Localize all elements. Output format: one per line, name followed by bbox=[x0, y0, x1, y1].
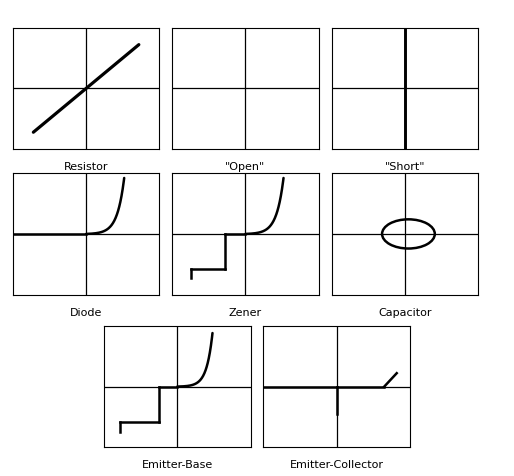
Text: Emitter-Collector: Emitter-Collector bbox=[290, 459, 383, 469]
Text: Zener: Zener bbox=[229, 307, 262, 317]
Text: Diode: Diode bbox=[70, 307, 102, 317]
Text: "Short": "Short" bbox=[384, 162, 425, 172]
Text: Emitter-Base: Emitter-Base bbox=[142, 459, 213, 469]
Text: Resistor: Resistor bbox=[64, 162, 108, 172]
Text: "Open": "Open" bbox=[225, 162, 266, 172]
Text: Capacitor: Capacitor bbox=[378, 307, 432, 317]
